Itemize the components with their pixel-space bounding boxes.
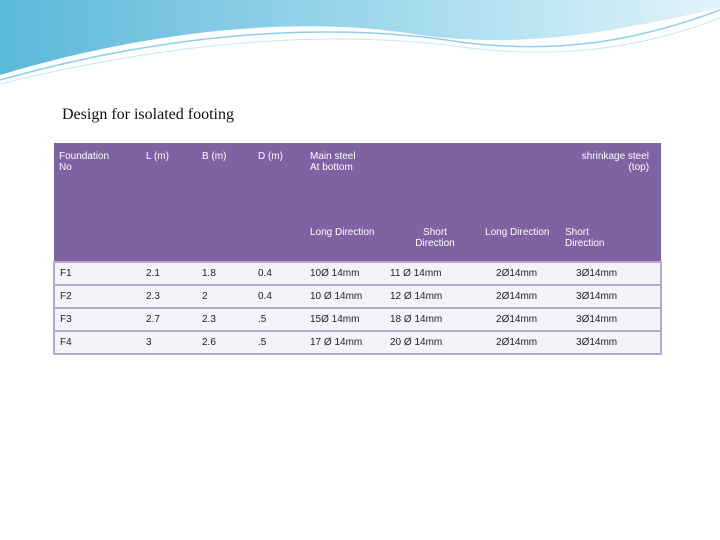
table-cell: F4 [53,330,141,355]
table-cell: .5 [253,330,305,355]
table-cell: 12 Ø 14mm [385,284,481,308]
table-cell: 3Ø14mm [560,330,663,355]
table-cell: 3Ø14mm [560,284,663,308]
table-cell: 2Ø14mm [480,284,561,308]
table-cell: 2 [197,284,253,308]
table-row: Long Direction Short Direction Long Direct… [54,221,662,262]
decoration [0,0,720,85]
table-cell: B (m) [197,143,253,221]
table-cell: Foundation No [54,143,141,221]
table-cell: F1 [53,261,141,285]
table-cell: 2Ø14mm [480,307,561,331]
table-cell: 2Ø14mm [480,330,561,355]
table-cell: Short Direction [385,221,481,262]
table-cell: 10Ø 14mm [305,261,385,285]
table-cell: 3 [141,330,197,355]
table-cell: Short Direction [560,221,662,262]
slide-title: Design for isolated footing [62,106,234,123]
table-row: F4 3 2.6.5 17 Ø 14mm 20 Ø 14mm 2Ø14mm 3Ø14mm [53,330,663,355]
table-cell: 2.3 [141,284,197,308]
table-cell: 2Ø14mm [480,261,561,285]
table-cell [197,221,253,262]
table-cell: 10 Ø 14mm [305,284,385,308]
table-cell: 0.4 [253,261,305,285]
table-cell: F3 [53,307,141,331]
table-cell [141,221,197,262]
table-cell: 1.8 [197,261,253,285]
table-cell: 15Ø 14mm [305,307,385,331]
table-cell: 2.7 [141,307,197,331]
table-cell: 20 Ø 14mm [385,330,481,355]
table-cell: L (m) [141,143,197,221]
footing-table: Foundation No L (m) B (m) D (m) Main steel A… [53,143,663,355]
table-cell: 2.6 [197,330,253,355]
table-cell: F2 [53,284,141,308]
table-row: Foundation No L (m) B (m) D (m) Main steel A… [54,143,662,221]
table-cell: Main steel At bottom [305,143,481,221]
table-row: F3 2.7 2.3.5 15Ø 14mm 18 Ø 14mm 2Ø14mm 3Ø14mm [53,307,663,331]
table-cell [54,221,141,262]
table-cell: D (m) [253,143,305,221]
table-cell: 3Ø14mm [560,307,663,331]
table-cell: 3Ø14mm [560,261,663,285]
table-cell: 2.3 [197,307,253,331]
table-cell: 11 Ø 14mm [385,261,481,285]
table-row: F1 2.1 1.8 0.4 10Ø 14mm 11 Ø 14mm 2Ø14mm 3Ø14mm [53,261,663,285]
table-cell: 18 Ø 14mm [385,307,481,331]
table-cell: 0.4 [253,284,305,308]
table-row: F2 2.3 2 0.4 10 Ø 14mm 12 Ø 14mm 2Ø14mm 3Ø14mm [53,284,663,308]
table-cell [253,221,305,262]
table-cell: Long Direction [305,221,385,262]
table-cell: 17 Ø 14mm [305,330,385,355]
table-cell: .5 [253,307,305,331]
table-cell: shrinkage steel (top) [480,143,662,221]
table-cell: 2.1 [141,261,197,285]
table-cell: Long Direction [480,221,561,262]
